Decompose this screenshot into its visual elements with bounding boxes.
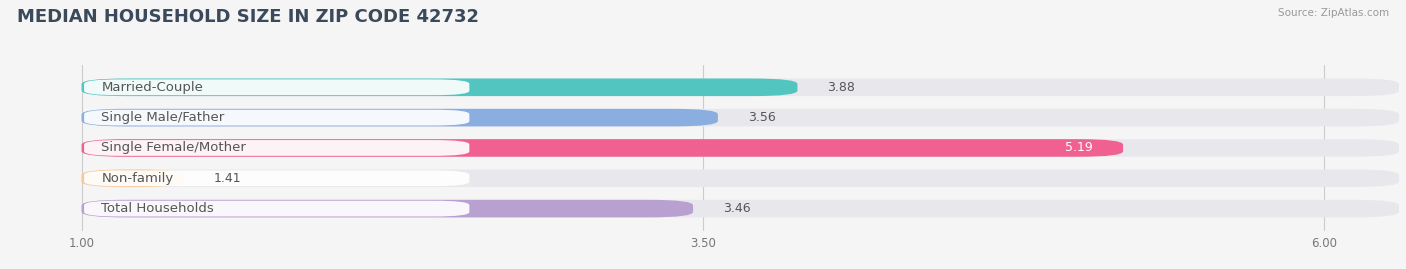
Text: 3.88: 3.88 [827, 81, 855, 94]
FancyBboxPatch shape [82, 79, 797, 96]
FancyBboxPatch shape [82, 139, 1123, 157]
FancyBboxPatch shape [84, 110, 470, 126]
FancyBboxPatch shape [84, 79, 470, 95]
Text: 3.46: 3.46 [723, 202, 751, 215]
FancyBboxPatch shape [82, 169, 1399, 187]
Text: Married-Couple: Married-Couple [101, 81, 204, 94]
FancyBboxPatch shape [82, 200, 1399, 217]
Text: 1.41: 1.41 [214, 172, 240, 185]
FancyBboxPatch shape [82, 79, 1399, 96]
Text: Single Female/Mother: Single Female/Mother [101, 141, 246, 154]
FancyBboxPatch shape [82, 109, 718, 126]
Text: Single Male/Father: Single Male/Father [101, 111, 225, 124]
FancyBboxPatch shape [82, 200, 693, 217]
FancyBboxPatch shape [82, 109, 1399, 126]
Text: Total Households: Total Households [101, 202, 214, 215]
Text: Non-family: Non-family [101, 172, 174, 185]
Text: 3.56: 3.56 [748, 111, 776, 124]
FancyBboxPatch shape [84, 170, 470, 186]
Text: MEDIAN HOUSEHOLD SIZE IN ZIP CODE 42732: MEDIAN HOUSEHOLD SIZE IN ZIP CODE 42732 [17, 8, 479, 26]
Text: Source: ZipAtlas.com: Source: ZipAtlas.com [1278, 8, 1389, 18]
FancyBboxPatch shape [84, 140, 470, 156]
Text: 5.19: 5.19 [1066, 141, 1094, 154]
FancyBboxPatch shape [82, 169, 184, 187]
FancyBboxPatch shape [84, 201, 470, 217]
FancyBboxPatch shape [82, 139, 1399, 157]
